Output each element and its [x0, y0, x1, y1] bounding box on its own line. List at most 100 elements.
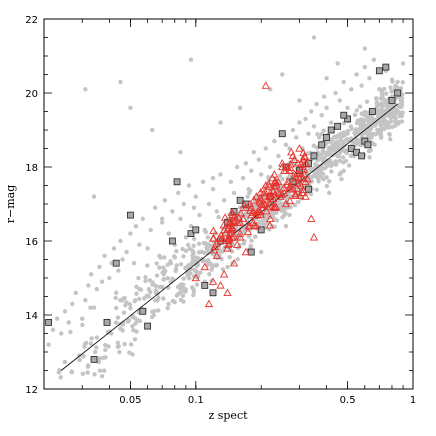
square-point — [388, 97, 396, 104]
data-point — [132, 337, 138, 342]
data-point — [62, 309, 68, 314]
data-point — [165, 276, 171, 281]
data-point — [121, 310, 127, 315]
triangle-point — [223, 240, 233, 249]
triangle-point — [289, 176, 299, 185]
square-point — [364, 141, 372, 149]
data-point — [116, 268, 121, 273]
data-point — [334, 141, 339, 147]
x-axis: 0.05 0.1 0.5 1 — [43, 19, 416, 406]
data-point — [326, 179, 332, 184]
data-point — [115, 344, 121, 350]
y-tick-label: 16 — [25, 237, 38, 248]
data-point — [368, 133, 373, 138]
data-point — [91, 305, 97, 310]
data-point — [320, 175, 325, 181]
data-point — [154, 261, 159, 266]
data-point — [306, 131, 311, 136]
data-point — [134, 284, 139, 290]
data-point — [150, 282, 155, 287]
data-point — [337, 158, 343, 164]
square-point — [310, 152, 318, 160]
data-point — [205, 235, 210, 240]
data-point — [196, 241, 202, 247]
triangle-point — [219, 269, 229, 278]
triangle-point — [278, 190, 287, 198]
data-point — [328, 158, 333, 164]
triangle-point — [268, 173, 277, 182]
square-point — [127, 211, 134, 219]
data-point — [366, 148, 372, 154]
triangle-point — [296, 181, 306, 189]
data-point — [221, 198, 227, 203]
data-point — [178, 150, 183, 155]
square-point — [340, 111, 348, 119]
data-point — [130, 314, 135, 320]
data-point — [181, 282, 186, 287]
square-point — [201, 281, 209, 289]
data-point — [400, 80, 405, 85]
data-point — [339, 176, 344, 182]
data-point — [191, 292, 196, 298]
data-point — [188, 57, 194, 62]
data-point — [193, 194, 199, 199]
data-point — [143, 275, 148, 280]
triangle-point — [235, 218, 245, 227]
data-point — [388, 115, 394, 121]
data-point — [180, 246, 185, 252]
triangle-point — [264, 191, 274, 200]
data-point — [143, 278, 148, 284]
data-point — [191, 243, 196, 248]
data-point — [196, 250, 202, 255]
data-point — [235, 257, 240, 262]
data-point — [237, 105, 243, 111]
data-point — [82, 344, 87, 349]
data-point — [161, 277, 166, 282]
data-point — [120, 257, 125, 262]
data-point — [190, 256, 196, 261]
data-point — [121, 296, 126, 301]
triangle-point — [270, 170, 279, 178]
data-point — [127, 302, 133, 307]
data-point — [367, 155, 372, 160]
triangle-point — [299, 165, 309, 173]
data-point — [341, 130, 347, 135]
data-point — [320, 171, 326, 177]
data-point — [117, 349, 122, 355]
triangle-point — [235, 229, 245, 237]
data-point — [314, 187, 319, 192]
square-point — [368, 108, 376, 115]
x-tick-label: 1 — [410, 395, 416, 406]
data-point — [396, 119, 402, 125]
data-point — [364, 99, 370, 104]
triangle-point — [256, 193, 265, 202]
x-tick-label: 0.5 — [340, 395, 356, 406]
data-point — [165, 262, 170, 267]
data-point — [97, 368, 103, 373]
data-point — [345, 138, 351, 143]
data-point — [269, 213, 274, 219]
data-point — [241, 241, 247, 246]
triangle-point — [290, 170, 299, 178]
data-point — [256, 157, 262, 162]
data-point — [331, 134, 337, 140]
triangle-point — [291, 191, 300, 199]
data-point — [153, 288, 159, 293]
data-point — [54, 316, 60, 321]
data-point — [133, 224, 139, 229]
data-point — [69, 369, 74, 374]
data-point — [183, 235, 189, 240]
data-point — [196, 256, 201, 261]
data-point — [371, 57, 377, 62]
data-point — [107, 275, 112, 281]
data-point — [258, 249, 264, 255]
data-point — [183, 289, 188, 294]
data-point — [161, 265, 166, 270]
data-point — [276, 153, 281, 159]
data-point — [200, 179, 206, 184]
data-point — [83, 298, 88, 303]
data-point — [137, 318, 143, 324]
triangle-point — [265, 182, 274, 190]
triangle-point — [241, 247, 251, 256]
